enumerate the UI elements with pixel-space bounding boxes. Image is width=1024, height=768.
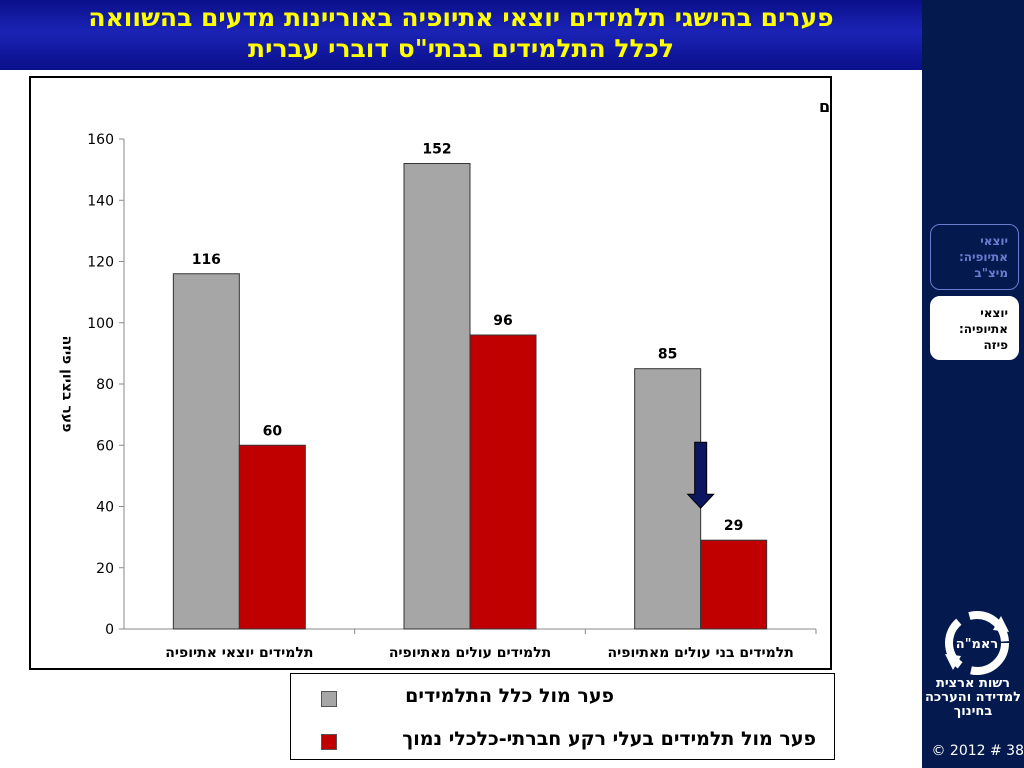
bar-low-ses [469,334,537,630]
x-tick-label: תלמידים עולים מאתיופיה [389,645,551,661]
logo-text: ראמ"ה [956,637,998,652]
x-tick-label: תלמידים יוצאי אתיופיה [165,645,313,661]
legend-item-low-ses: פער מול תלמידים בעלי רקע חברתי-כלכלי נמו… [291,725,834,755]
legend-label-overall: פער מול כלל התלמידים [405,685,614,707]
slide-main-area: פערים בהישגי תלמידים יוצאי אתיופיה באורי… [0,0,922,760]
y-tick-label: 20 [96,561,114,577]
org-name: רשות ארצית למדידה והערכה בחינוך [924,676,1021,719]
rama-logo-icon: ראמ"ה [945,611,1009,675]
data-label: 85 [658,347,677,363]
legend-item-overall: פער מול כלל התלמידים [291,682,834,712]
sidebar-item-pisa[interactable]: יוצאי אתיופיה: פיזה [930,296,1019,360]
data-label: 29 [724,518,743,534]
slide-title-line-2: לכלל התלמידים בבתי"ס דוברי עברית [248,34,674,63]
chart-legend: פער מול כלל התלמידים פער מול תלמידים בעל… [290,673,835,760]
bar-overall [634,368,702,630]
y-tick-label: 120 [87,255,114,271]
legend-label-low-ses: פער מול תלמידים בעלי רקע חברתי-כלכלי נמו… [402,728,816,750]
chart-title: מדעים [819,97,830,116]
bar-low-ses [238,444,306,630]
down-arrow-icon [686,441,715,509]
slide-title-line-1: פערים בהישגי תלמידים יוצאי אתיופיה באורי… [88,3,834,32]
y-tick-label: 140 [87,193,114,209]
bar-overall [172,273,240,630]
y-tick-label: 40 [96,500,114,516]
rama-logo: ראמ"ה רשות ארצית למדידה והערכה בחינוך [922,610,1024,768]
bar-chart: מדעים 0 20 40 60 80 100 120 140 160 פער בציון פיזה… [59,97,830,661]
chart-frame: מדעים 0 20 40 60 80 100 120 140 160 פער בציון פיזה… [29,76,832,670]
y-tick-label: 0 [105,622,114,638]
data-label: 116 [192,252,221,268]
y-tick-label: 160 [87,132,114,148]
title-bar: פערים בהישגי תלמידים יוצאי אתיופיה באורי… [0,0,922,70]
sidebar: יוצאי אתיופיה: מיצ"ב יוצאי אתיופיה: פיזה… [922,0,1024,768]
bar-low-ses [700,539,768,630]
sidebar-item-meitzav[interactable]: יוצאי אתיופיה: מיצ"ב [930,224,1019,290]
data-label: 60 [263,423,283,439]
y-tick-label: 80 [96,377,114,393]
y-axis-label: פער בציון פיזה [59,336,75,433]
x-tick-label: תלמידים בני עולים מאתיופיה [608,645,794,661]
legend-swatch-red [321,734,337,750]
data-label: 96 [493,313,512,329]
copyright-page-number: © 2012 # 38 [931,743,1024,759]
y-tick-label: 100 [87,316,114,332]
y-tick-label: 60 [96,438,114,454]
data-label: 152 [422,142,451,158]
legend-swatch-gray [321,691,337,707]
bar-overall [403,163,471,630]
